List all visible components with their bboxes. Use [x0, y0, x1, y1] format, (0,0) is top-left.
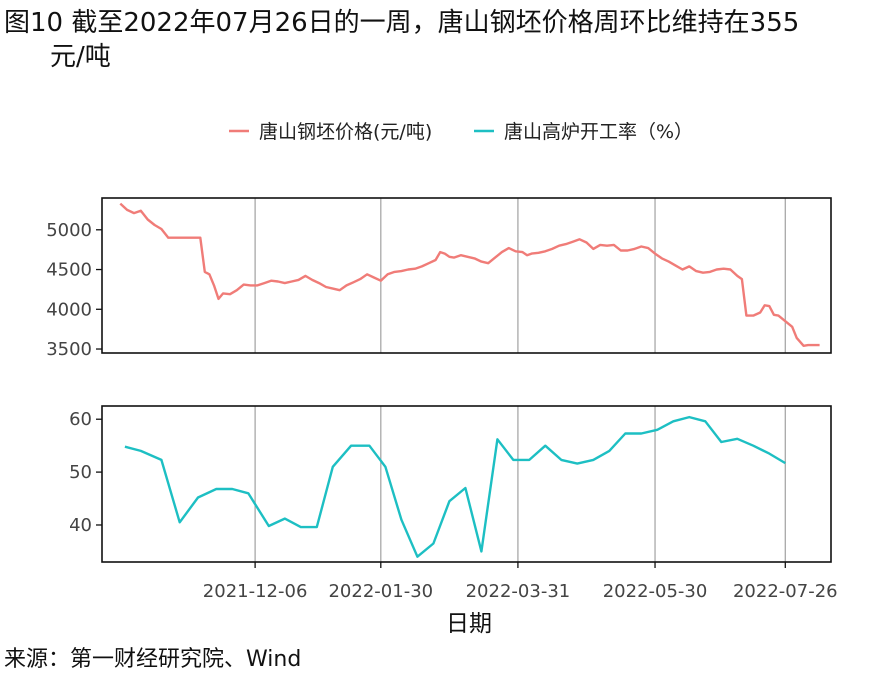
legend-label-price: 唐山钢坯价格(元/吨) [259, 121, 432, 143]
utilization-panel: 40 50 60 [69, 405, 832, 563]
x-tick-label: 2022-07-26 [733, 581, 838, 602]
x-axis-label: 日期 [446, 611, 492, 637]
y-tick-label: 60 [69, 409, 92, 430]
figure-title-line2: 元/吨 [50, 42, 111, 72]
figure-title: 图10 截至2022年07月26日的一周，唐山钢坯价格周环比维持在355 元/吨 [4, 6, 882, 74]
x-tick-label: 2022-01-30 [328, 581, 433, 602]
x-axis: 2021-12-06 2022-01-30 2022-03-31 2022-05-30… [203, 562, 838, 602]
panel-border [101, 405, 832, 563]
y-tick-label: 40 [69, 515, 92, 536]
series-line-utilization [124, 415, 786, 558]
chart-legend: 唐山钢坯价格(元/吨) 唐山高炉开工率（%） [229, 121, 693, 143]
source-note: 来源：第一财经研究院、Wind [4, 647, 302, 672]
x-tick-label: 2021-12-06 [203, 581, 308, 602]
y-tick-label: 50 [69, 462, 92, 483]
y-tick-label: 3500 [46, 339, 92, 360]
x-tick-label: 2022-05-30 [603, 581, 708, 602]
x-tick-label: 2022-03-31 [466, 581, 571, 602]
y-tick-label: 5000 [46, 220, 92, 241]
y-tick-label: 4000 [46, 299, 92, 320]
figure-title-line1: 图10 截至2022年07月26日的一周，唐山钢坯价格周环比维持在355 [4, 8, 800, 38]
price-panel: 3500 4000 4500 5000 [46, 197, 832, 360]
legend-label-rate: 唐山高炉开工率（%） [504, 121, 693, 143]
panel-border [101, 197, 832, 354]
y-tick-label: 4500 [46, 260, 92, 281]
series-line-price [119, 202, 820, 347]
